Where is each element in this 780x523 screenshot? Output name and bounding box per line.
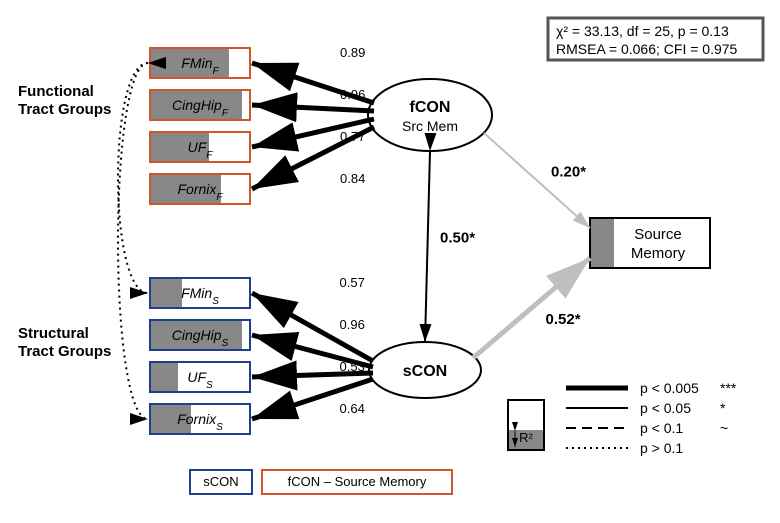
svg-text:Src Mem: Src Mem (402, 118, 458, 134)
sload-2: 0.53 (340, 359, 365, 374)
sload-0: 0.57 (340, 275, 365, 290)
path-fcon-out: 0.20* (551, 164, 586, 181)
legend-mark-1: * (720, 400, 726, 416)
s-box-uf: UFS (150, 362, 250, 392)
legend-mark-0: *** (720, 380, 737, 396)
legend-p-0: p < 0.005 (640, 380, 699, 396)
svg-text:Tract Groups: Tract Groups (18, 101, 111, 118)
scon-label: sCON (403, 363, 447, 380)
corr-label: 0.50* (440, 230, 475, 247)
corr-path (425, 151, 430, 342)
sload-1: 0.96 (340, 317, 365, 332)
s-box-fmin: FMinS (150, 278, 250, 308)
legend-mark-2: ~ (720, 420, 728, 436)
sload-3: 0.64 (340, 401, 365, 416)
legend-r2-label: R² (519, 430, 533, 445)
svg-text:fCON – Source Memory: fCON – Source Memory (288, 474, 427, 489)
fload-1: 0.96 (340, 87, 365, 102)
f-box-cinghip: CingHipF (150, 90, 250, 120)
f-box-fornix: FornixF (150, 174, 250, 204)
s-box-cinghip: CingHipS (150, 320, 250, 350)
f-box-uf: UFF (150, 132, 250, 162)
svg-text:Tract Groups: Tract Groups (18, 343, 111, 360)
legend-p-3: p > 0.1 (640, 440, 683, 456)
fload-0: 0.89 (340, 45, 365, 60)
f-box-fmin: FMinF (150, 48, 250, 78)
err-cov (118, 63, 148, 293)
outcome-l1: Source (634, 226, 682, 243)
s-box-fornix: FornixS (150, 404, 250, 434)
path-scon-out: 0.52* (546, 311, 581, 328)
structural-group-label: Structural (18, 325, 89, 342)
legend-p-1: p < 0.05 (640, 400, 691, 416)
fcon-label: fCON (410, 99, 451, 116)
functional-group-label: Functional (18, 83, 94, 100)
fit-line1: χ² = 33.13, df = 25, p = 0.13 (556, 23, 729, 39)
fit-line2: RMSEA = 0.066; CFI = 0.975 (556, 41, 738, 57)
fload-3: 0.84 (340, 171, 365, 186)
legend-p-2: p < 0.1 (640, 420, 683, 436)
svg-text:sCON: sCON (203, 474, 238, 489)
outcome-l2: Memory (631, 245, 686, 262)
